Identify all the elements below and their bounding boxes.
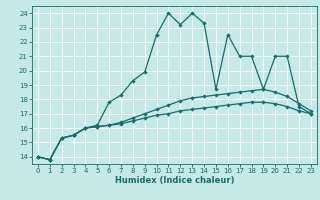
X-axis label: Humidex (Indice chaleur): Humidex (Indice chaleur)	[115, 176, 234, 185]
